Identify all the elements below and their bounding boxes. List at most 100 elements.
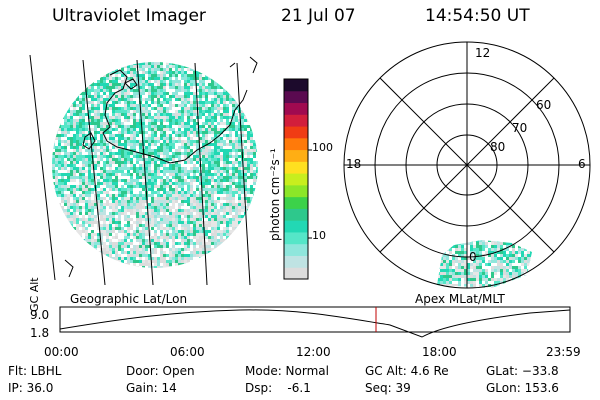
emission-pixel <box>67 119 70 122</box>
emission-pixel <box>100 269 103 272</box>
emission-pixel <box>253 155 256 158</box>
emission-pixel <box>169 185 172 188</box>
emission-pixel <box>79 200 82 203</box>
emission-pixel <box>130 80 133 83</box>
emission-pixel <box>238 134 241 137</box>
emission-pixel <box>97 254 100 257</box>
emission-pixel <box>238 218 241 221</box>
emission-pixel <box>145 182 148 185</box>
emission-pixel <box>214 215 217 218</box>
emission-pixel <box>127 167 130 170</box>
emission-pixel <box>184 260 187 263</box>
emission-pixel <box>157 266 160 268</box>
emission-pixel <box>250 86 253 89</box>
emission-pixel <box>151 65 154 68</box>
emission-pixel <box>217 83 220 86</box>
emission-pixel <box>220 83 223 86</box>
emission-pixel <box>121 269 124 272</box>
emission-pixel <box>202 77 205 80</box>
emission-pixel <box>250 269 253 272</box>
emission-pixel <box>184 77 187 80</box>
emission-pixel <box>121 179 124 182</box>
emission-pixel <box>145 140 148 143</box>
emission-pixel <box>241 191 244 194</box>
emission-pixel <box>238 206 241 209</box>
emission-pixel <box>253 230 256 233</box>
polar-emission-pixel <box>470 278 473 281</box>
emission-pixel <box>58 173 61 176</box>
emission-pixel <box>178 191 181 194</box>
emission-pixel <box>100 62 103 65</box>
emission-pixel <box>154 224 157 227</box>
emission-pixel <box>190 242 193 245</box>
emission-pixel <box>124 143 127 146</box>
emission-pixel <box>121 74 124 77</box>
emission-pixel <box>208 74 211 77</box>
emission-pixel <box>214 257 217 260</box>
emission-pixel <box>211 104 214 107</box>
emission-pixel <box>58 260 61 263</box>
emission-pixel <box>100 158 103 161</box>
emission-pixel <box>127 143 130 146</box>
emission-pixel <box>217 155 220 158</box>
emission-pixel <box>85 269 88 272</box>
emission-pixel <box>193 179 196 182</box>
emission-pixel <box>181 173 184 176</box>
emission-pixel <box>109 125 112 128</box>
emission-pixel <box>187 188 190 191</box>
emission-pixel <box>58 218 61 221</box>
emission-pixel <box>76 89 79 92</box>
emission-pixel <box>115 62 118 65</box>
emission-pixel <box>184 230 187 233</box>
emission-pixel <box>184 161 187 164</box>
emission-pixel <box>70 101 73 104</box>
emission-pixel <box>115 119 118 122</box>
emission-pixel <box>103 113 106 116</box>
emission-pixel <box>157 239 160 242</box>
emission-pixel <box>82 176 85 179</box>
emission-pixel <box>250 188 253 191</box>
emission-pixel <box>61 98 64 101</box>
emission-pixel <box>190 197 193 200</box>
emission-pixel <box>64 59 67 62</box>
longitude-lines <box>29 54 251 286</box>
emission-pixel <box>109 95 112 98</box>
emission-pixel <box>76 215 79 218</box>
emission-pixel <box>97 68 100 71</box>
emission-pixel <box>142 119 145 122</box>
polar-emission-pixel <box>434 278 437 281</box>
emission-pixel <box>61 134 64 137</box>
emission-pixel <box>145 239 148 242</box>
emission-pixel <box>205 212 208 215</box>
emission-pixel <box>238 71 241 74</box>
emission-pixel <box>229 71 232 74</box>
emission-pixel <box>214 158 217 161</box>
emission-pixel <box>58 146 61 149</box>
emission-pixel <box>124 164 127 167</box>
emission-pixel <box>148 260 151 263</box>
emission-pixel <box>226 197 229 200</box>
emission-pixel <box>211 62 214 65</box>
emission-pixel <box>199 218 202 221</box>
emission-pixel <box>88 212 91 215</box>
emission-pixel <box>250 140 253 143</box>
emission-pixel <box>67 74 70 77</box>
emission-pixel <box>70 236 73 239</box>
emission-pixel <box>151 92 154 95</box>
emission-pixel <box>193 251 196 254</box>
emission-pixel <box>178 197 181 200</box>
emission-pixel <box>58 149 61 152</box>
emission-pixel <box>94 74 97 77</box>
emission-pixel <box>226 248 229 251</box>
polar-emission-pixel <box>506 269 509 272</box>
emission-pixel <box>148 179 151 182</box>
emission-pixel <box>160 164 163 167</box>
emission-pixel <box>193 254 196 257</box>
emission-pixel <box>142 86 145 89</box>
emission-pixel <box>202 200 205 203</box>
emission-pixel <box>109 263 112 266</box>
polar-emission-pixel <box>536 284 539 287</box>
polar-emission-pixel <box>485 281 488 284</box>
instrument-title: Ultraviolet Imager <box>52 6 206 26</box>
polar-emission-pixel <box>449 269 452 272</box>
